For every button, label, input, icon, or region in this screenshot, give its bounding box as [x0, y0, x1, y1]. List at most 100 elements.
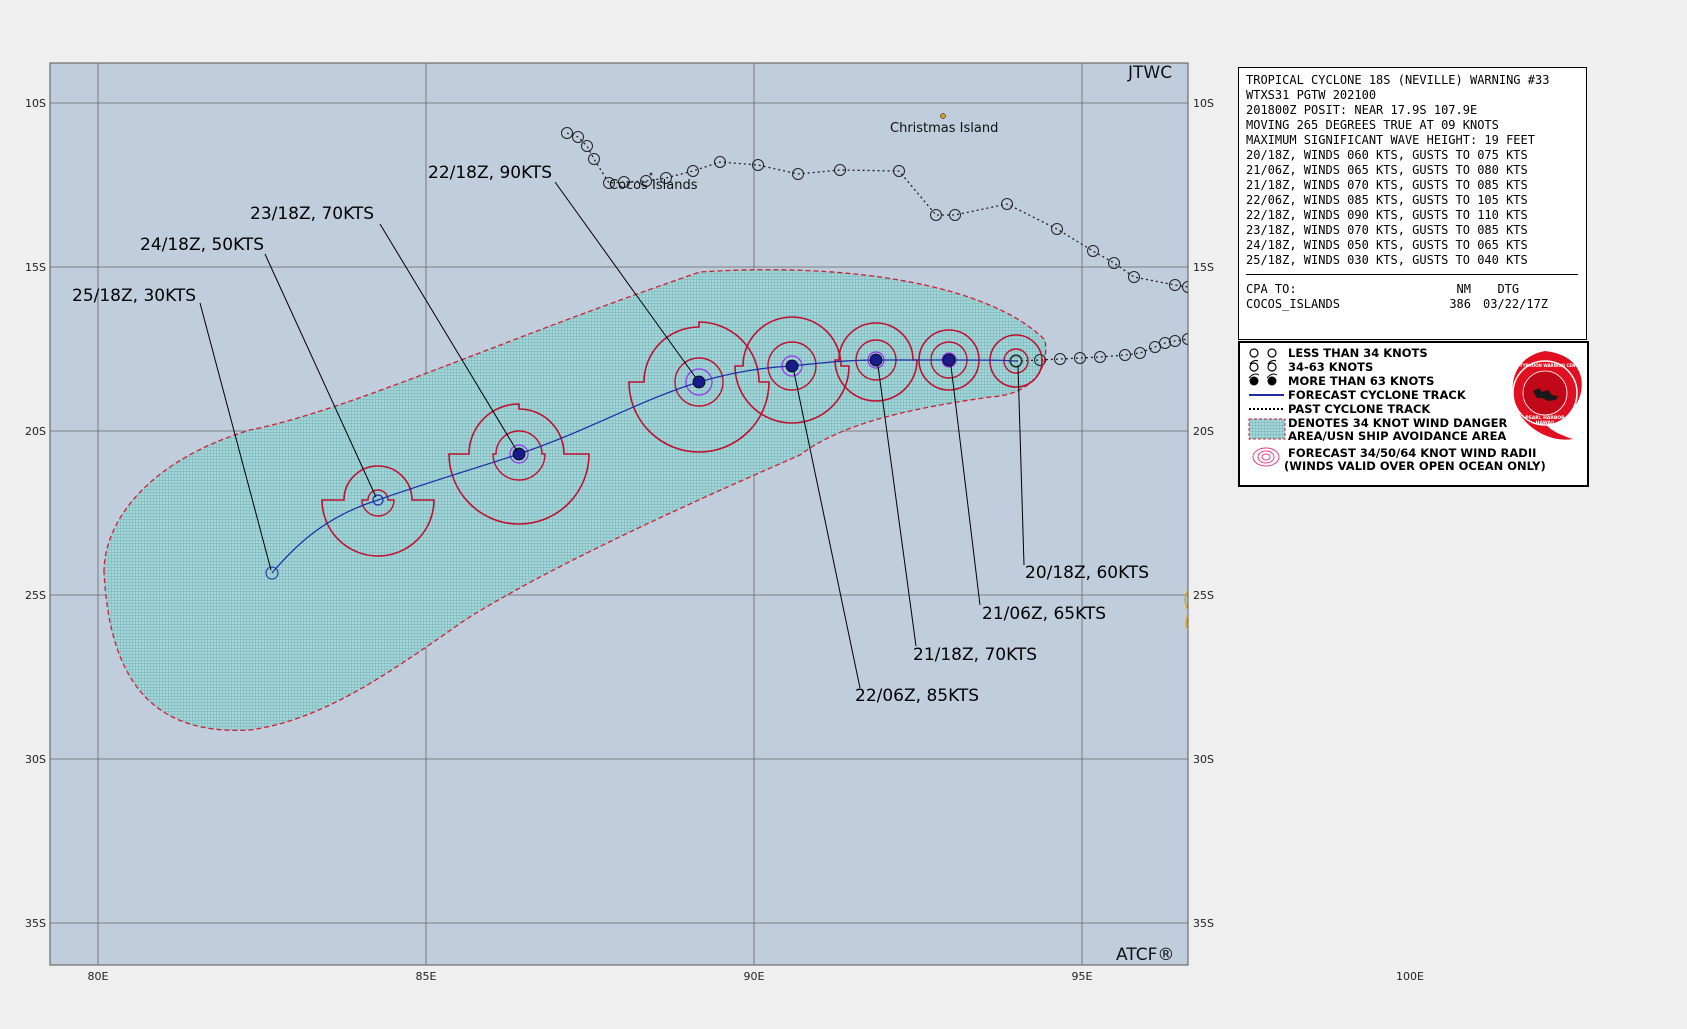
- radii-64kt: [509, 444, 529, 464]
- past-position-icon: [893, 165, 905, 177]
- legend-label-radii-1: FORECAST 34/50/64 KNOT WIND RADII: [1288, 446, 1537, 460]
- legend-label-danger-1: DENOTES 34 KNOT WIND DANGER: [1288, 416, 1508, 430]
- past-position-icon: [930, 209, 942, 221]
- past-position-icon: [618, 176, 630, 188]
- past-position-icon: [1108, 257, 1120, 269]
- forecast-label: 22/18Z, 90KTS: [428, 163, 552, 183]
- radii-34kt: [918, 329, 980, 391]
- leader-line: [950, 365, 981, 606]
- past-position-icon: [1149, 341, 1161, 353]
- past-position-icon: [1051, 223, 1063, 235]
- warning-line: 21/18Z, WINDS 070 KTS, GUSTS TO 085 KTS: [1246, 178, 1528, 192]
- lat-tick-label-right: 35S: [1193, 917, 1214, 930]
- cpa-row: COCOS_ISLANDS 386 03/22/17Z: [1246, 297, 1549, 311]
- radii-34kt: [321, 465, 435, 557]
- radii-50kt: [1003, 348, 1029, 374]
- past-position-icon: [561, 127, 573, 139]
- radii-34kt: [448, 403, 590, 525]
- label-leader-lines: [199, 181, 1025, 689]
- danger-area-icon: [1248, 418, 1286, 440]
- past-position-icon: [714, 156, 726, 168]
- forecast-label: 25/18Z, 30KTS: [72, 286, 196, 306]
- legend-label-danger-2: AREA/USN SHIP AVOIDANCE AREA: [1288, 429, 1507, 443]
- radii-64kt: [781, 355, 803, 377]
- lon-tick-label: 80E: [88, 970, 109, 983]
- cpa-header: CPA TO: NM DTG: [1246, 282, 1520, 296]
- graticule: [50, 63, 1188, 965]
- past-position-icon: [1054, 353, 1066, 365]
- past-position-icon: [1182, 281, 1188, 293]
- legend-box: LESS THAN 34 KNOTS 34-63 KNOTS MORE THAN…: [1238, 341, 1589, 487]
- past-position-icon: [1034, 354, 1046, 366]
- past-position-icon: [581, 140, 593, 152]
- radii-50kt: [492, 430, 546, 481]
- forecast-position-strong-icon: [512, 447, 526, 461]
- warning-line: TROPICAL CYCLONE 18S (NEVILLE) WARNING #…: [1246, 73, 1550, 87]
- radii-34kt: [834, 322, 918, 402]
- past-position-icon: [1094, 351, 1106, 363]
- radii-50kt: [361, 489, 395, 517]
- radii-64kt: [685, 368, 713, 396]
- hollow-cyclone-icon: [1249, 348, 1277, 358]
- forecast-position-strong-icon: [942, 353, 956, 367]
- past-position-icon: [752, 159, 764, 171]
- legend-label-past-track: PAST CYCLONE TRACK: [1288, 402, 1431, 416]
- legend-label-half: 34-63 KNOTS: [1288, 360, 1374, 374]
- lon-tick-label: 100E: [1396, 970, 1424, 983]
- forecast-label: 21/18Z, 70KTS: [913, 645, 1037, 665]
- half-cyclone-icon: [1249, 359, 1277, 372]
- forecast-position-weak-icon: [265, 566, 279, 580]
- forecast-position-strong-icon: [785, 359, 799, 373]
- lon-tick-label: 90E: [744, 970, 765, 983]
- logo-text-top: JOINT TYPHOON WARNING CENTER: [1505, 363, 1584, 368]
- forecast-position-icon: [372, 494, 384, 506]
- lat-tick-label-left: 20S: [25, 425, 46, 438]
- forecast-label: 20/18Z, 60KTS: [1025, 563, 1149, 583]
- warning-line: WTXS31 PGTW 202100: [1246, 88, 1377, 102]
- lat-tick-label-right: 30S: [1193, 753, 1214, 766]
- agency-label: JTWC: [1127, 63, 1172, 83]
- current-position-icon: [1009, 354, 1023, 368]
- warning-line: 23/18Z, WINDS 070 KTS, GUSTS TO 085 KTS: [1246, 223, 1528, 237]
- warning-line: MOVING 265 DEGREES TRUE AT 09 KNOTS: [1246, 118, 1499, 132]
- warning-line: 22/18Z, WINDS 090 KTS, GUSTS TO 110 KTS: [1246, 208, 1528, 222]
- lat-tick-label-right: 10S: [1193, 97, 1214, 110]
- filled-cyclone-icon: [1248, 373, 1278, 386]
- leader-line: [793, 371, 861, 689]
- lat-tick-label-right: 20S: [1193, 425, 1214, 438]
- legend-symbols: [1248, 348, 1286, 467]
- past-position-icon: [687, 165, 699, 177]
- past-position-icon: [1087, 245, 1099, 257]
- warning-line: 24/18Z, WINDS 050 KTS, GUSTS TO 065 KTS: [1246, 238, 1528, 252]
- past-position-icon: [1074, 352, 1086, 364]
- past-position-icon: [1169, 279, 1181, 291]
- legend-label-hollow: LESS THAN 34 KNOTS: [1288, 346, 1428, 360]
- past-position-icon: [640, 175, 652, 187]
- lon-tick-label: 95E: [1072, 970, 1093, 983]
- forecast-position-strong-icon: [692, 375, 706, 389]
- past-position-icon: [660, 172, 672, 184]
- lat-tick-label-left: 15S: [25, 261, 46, 274]
- radii-50kt: [674, 357, 724, 407]
- christmas-island-marker: [940, 113, 946, 119]
- forecast-label: 21/06Z, 65KTS: [982, 604, 1106, 624]
- leader-line: [877, 365, 917, 647]
- lon-tick-label: 85E: [416, 970, 437, 983]
- software-label: ATCF®: [1116, 945, 1174, 965]
- legend-label-forecast-track: FORECAST CYCLONE TRACK: [1288, 388, 1466, 402]
- lat-tick-label-right: 25S: [1193, 589, 1214, 602]
- past-position-icon: [1169, 335, 1181, 347]
- warning-info-box: TROPICAL CYCLONE 18S (NEVILLE) WARNING #…: [1238, 67, 1587, 340]
- forecast-label: 23/18Z, 70KTS: [250, 204, 374, 224]
- warning-line: 21/06Z, WINDS 065 KTS, GUSTS TO 080 KTS: [1246, 163, 1528, 177]
- leader-line: [199, 302, 272, 571]
- place-cocos-islands: Cocos Islands: [609, 178, 698, 193]
- separator: [1246, 274, 1578, 275]
- radii-50kt: [767, 341, 817, 391]
- leader-line: [379, 223, 518, 452]
- wind-radii: [321, 316, 1043, 557]
- legend-label-filled: MORE THAN 63 KNOTS: [1288, 374, 1435, 388]
- forecast-position-strong-icon: [869, 353, 883, 367]
- warning-line: 20/18Z, WINDS 060 KTS, GUSTS TO 075 KTS: [1246, 148, 1528, 162]
- past-position-icon: [588, 153, 600, 165]
